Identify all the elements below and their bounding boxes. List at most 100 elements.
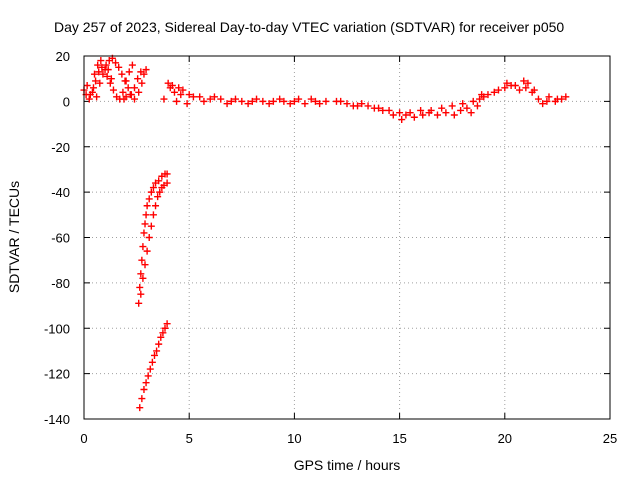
plot-frame [83,55,611,420]
data-point-marker [558,95,566,103]
y-tick-label: -20 [51,140,70,155]
data-point-marker [358,100,366,108]
data-point-marker [516,86,524,94]
data-point-marker [135,299,143,307]
data-point-marker [163,170,171,178]
data-point-marker [130,95,138,103]
data-point-marker [93,93,101,101]
data-point-marker [410,113,418,121]
data-point-marker [385,106,393,114]
data-point-marker [137,270,145,278]
data-point-marker [406,109,414,117]
y-tick-label: -80 [51,276,70,291]
data-point-marker [231,95,239,103]
data-point-marker [343,100,351,108]
x-tick-label: 25 [603,431,617,446]
data-point-marker [104,66,112,74]
data-point-marker [280,97,288,105]
y-tick-label: 0 [63,94,70,109]
x-tick-label: 20 [498,431,512,446]
data-point-marker [238,97,246,105]
data-point-marker [128,61,136,69]
data-point-marker [463,104,471,112]
data-markers [80,54,570,412]
axis-ticks: 0 5 10 15 20 25 -140 -120 -100 -80 -60 -40 -20 0 20 [44,49,617,446]
y-tick-label: -40 [51,185,70,200]
data-point-marker [143,247,151,255]
data-point-marker [145,234,153,241]
data-point-marker [175,84,183,92]
data-point-marker [450,111,458,119]
data-point-marker [161,324,169,332]
data-point-marker [276,95,284,103]
data-point-marker [85,95,93,103]
data-point-marker [253,95,261,103]
data-point-marker [543,97,551,105]
data-point-marker [94,61,102,69]
x-tick-label: 10 [287,431,301,446]
data-point-marker [457,106,465,114]
data-point-marker [150,351,158,359]
data-point-marker [227,97,235,105]
y-tick-label: 20 [56,49,70,64]
data-point-marker [140,229,148,237]
data-point-marker [96,79,104,87]
data-point-marker [99,70,107,78]
data-point-marker [522,84,530,92]
data-point-marker [95,68,103,76]
data-point-marker [398,116,406,124]
data-point-marker [286,100,294,108]
data-point-marker [126,91,134,99]
data-point-marker [83,81,91,89]
data-point-marker [402,111,410,119]
data-point-marker [107,75,115,83]
data-point-marker [494,86,502,94]
data-point-marker [448,102,456,110]
data-point-marker [144,372,152,380]
data-point-marker [433,111,441,119]
data-point-marker [183,100,191,108]
data-point-marker [265,100,273,108]
data-point-marker [467,109,475,117]
data-point-marker [141,261,149,269]
data-point-marker [141,220,149,228]
data-point-marker [149,184,157,192]
data-point-marker [244,100,252,108]
data-point-marker [379,106,387,114]
data-point-marker [364,102,372,110]
data-point-marker [97,57,105,65]
data-point-marker [322,97,330,105]
data-point-marker [307,95,315,103]
data-point-marker [476,95,484,103]
data-point-marker [147,222,155,230]
data-point-marker [301,100,309,108]
data-point-marker [196,93,204,101]
data-point-marker [142,66,150,74]
data-point-marker [155,340,163,348]
data-point-marker [140,386,148,394]
data-point-marker [136,404,144,412]
data-point-marker [210,93,218,101]
data-point-marker [185,91,193,99]
data-point-marker [349,102,357,110]
data-point-marker [490,88,498,96]
y-tick-label: -100 [44,321,70,336]
data-point-marker [425,109,433,117]
data-point-marker [160,95,168,103]
data-point-marker [539,100,547,108]
data-point-marker [112,59,120,67]
data-point-marker [140,70,148,78]
data-point-marker [507,81,515,89]
y-tick-label: -120 [44,367,70,382]
data-point-marker [217,95,225,103]
data-point-marker [115,63,123,71]
data-point-marker [124,84,132,92]
y-axis-title: SDTVAR / TECUs [6,181,22,293]
data-point-marker [530,86,538,94]
data-point-marker [179,86,187,94]
data-point-marker [106,79,114,87]
data-point-marker [89,84,97,92]
y-tick-label: -60 [51,231,70,246]
x-tick-label: 0 [80,431,87,446]
